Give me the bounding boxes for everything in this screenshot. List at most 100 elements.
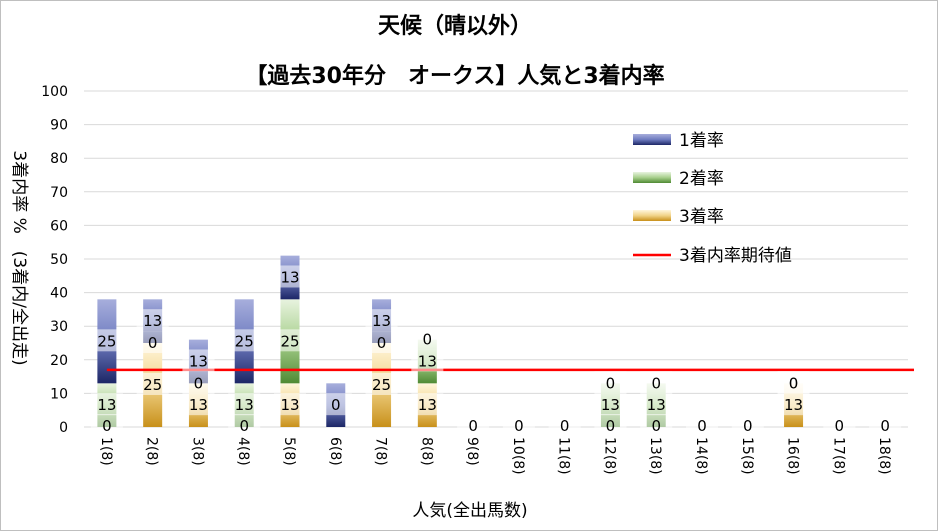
x-tick-label: 18(8) xyxy=(876,437,892,475)
y-axis-title: 3着内率 % (3着内/全出走) xyxy=(9,150,29,365)
data-label-bg xyxy=(594,414,627,436)
x-tick-label: 8(8) xyxy=(418,437,434,466)
legend-swatch-1 xyxy=(633,134,671,145)
data-label-bg xyxy=(228,329,261,352)
x-tick-label: 10(8) xyxy=(510,437,526,475)
data-label: 13 xyxy=(647,396,666,414)
x-tick-label: 9(8) xyxy=(464,437,480,466)
data-label-bg xyxy=(136,331,169,353)
legend-label-reference: 3着内率期待値 xyxy=(679,246,792,266)
data-label-bg xyxy=(136,373,169,395)
data-label: 0 xyxy=(560,417,570,435)
data-label-bg xyxy=(182,349,215,372)
y-tick-label: 60 xyxy=(50,218,68,234)
data-label-bg xyxy=(502,414,535,436)
x-tick-label: 4(8) xyxy=(235,437,251,466)
data-label: 0 xyxy=(606,374,616,392)
data-label: 0 xyxy=(651,417,661,435)
data-label: 13 xyxy=(418,352,437,370)
x-tick-label: 3(8) xyxy=(189,437,205,466)
data-label-bg xyxy=(823,414,856,436)
x-tick-label: 5(8) xyxy=(281,437,297,466)
x-tick-label: 16(8) xyxy=(785,437,801,475)
data-label-bg xyxy=(182,393,215,416)
data-label: 0 xyxy=(331,396,341,414)
data-label-bg xyxy=(319,393,352,416)
data-label: 0 xyxy=(514,417,524,435)
data-label: 13 xyxy=(280,268,299,286)
chart-subtitle: 【過去30年分 オークス】人気と3着内率 xyxy=(245,63,664,89)
data-label-bg xyxy=(869,414,902,436)
data-label: 0 xyxy=(880,417,890,435)
data-label-bg xyxy=(640,371,673,394)
legend-label-3: 3着率 xyxy=(679,207,724,227)
y-tick-label: 80 xyxy=(50,151,68,167)
x-tick-label: 12(8) xyxy=(601,437,617,475)
legend: 1着率 2着率 3着率 3着内率期待値 xyxy=(633,131,792,266)
data-label: 13 xyxy=(784,396,803,414)
data-label-bg xyxy=(365,331,398,353)
data-label: 0 xyxy=(423,331,433,349)
x-tick-label: 6(8) xyxy=(327,437,343,466)
y-tick-label: 0 xyxy=(59,420,68,436)
y-tick-label: 50 xyxy=(50,252,68,268)
data-label-bg xyxy=(686,414,718,436)
legend-label-2: 2着率 xyxy=(679,169,724,189)
data-label: 13 xyxy=(143,312,162,330)
y-tick-label: 70 xyxy=(50,185,68,201)
data-label: 25 xyxy=(372,376,391,394)
data-label: 0 xyxy=(697,417,707,435)
data-label-bg xyxy=(274,329,306,352)
data-label-bg xyxy=(228,393,261,416)
data-label: 0 xyxy=(835,417,845,435)
data-label: 0 xyxy=(102,417,112,435)
data-label: 0 xyxy=(194,374,204,392)
data-label: 25 xyxy=(235,332,254,350)
data-label-bg xyxy=(731,414,764,436)
data-label-bg xyxy=(274,393,306,416)
data-label: 0 xyxy=(743,417,753,435)
data-label-bg xyxy=(182,371,215,394)
data-label-bg xyxy=(228,414,261,436)
x-axis-ticks: 1(8) 2(8) 3(8) 4(8) 5(8) 6(8) 7(8) 8(8) 9(8) 10(8… xyxy=(98,437,892,475)
y-tick-label: 90 xyxy=(50,118,68,134)
data-label-bg xyxy=(548,414,581,436)
data-label: 25 xyxy=(280,332,299,350)
x-tick-label: 15(8) xyxy=(739,437,755,475)
data-label-bg xyxy=(411,393,444,416)
y-tick-label: 40 xyxy=(50,286,68,302)
y-tick-label: 100 xyxy=(41,84,68,100)
y-tick-label: 30 xyxy=(50,319,68,335)
data-label-bg xyxy=(274,265,306,288)
x-tick-label: 17(8) xyxy=(830,437,846,475)
x-axis-title: 人気(全出馬数) xyxy=(412,501,527,521)
grid-lines xyxy=(84,90,908,428)
data-label: 0 xyxy=(468,417,478,435)
data-label: 13 xyxy=(189,352,208,370)
data-label: 0 xyxy=(789,374,799,392)
data-label: 0 xyxy=(239,417,249,435)
y-axis-ticks: 0 10 20 30 40 50 60 70 80 90 100 xyxy=(41,84,68,436)
data-label-bg xyxy=(90,393,123,416)
legend-label-1: 1着率 xyxy=(679,131,724,151)
data-label-bg xyxy=(777,393,810,416)
data-label: 13 xyxy=(97,396,116,414)
data-label-bg xyxy=(365,373,398,395)
data-label-bg xyxy=(90,329,123,352)
data-label-bg xyxy=(90,414,123,436)
chart-title: 天候（晴以外） xyxy=(378,13,532,39)
data-label: 13 xyxy=(372,312,391,330)
data-label-bg xyxy=(411,349,444,372)
x-tick-label: 11(8) xyxy=(556,437,572,475)
data-label: 13 xyxy=(601,396,620,414)
data-label: 25 xyxy=(143,376,162,394)
data-label: 25 xyxy=(97,332,116,350)
data-label: 0 xyxy=(606,417,616,435)
x-tick-label: 13(8) xyxy=(647,437,663,475)
data-label-bg xyxy=(411,327,444,350)
data-labels: 0 13 25 25 0 13 13 0 13 0 13 25 13 25 13 0 25 0 13 13 13 0 0 0 0… xyxy=(90,265,902,436)
x-tick-label: 14(8) xyxy=(693,437,709,475)
data-label-bg xyxy=(640,393,673,416)
data-label-bg xyxy=(594,393,627,416)
data-label: 13 xyxy=(189,396,208,414)
